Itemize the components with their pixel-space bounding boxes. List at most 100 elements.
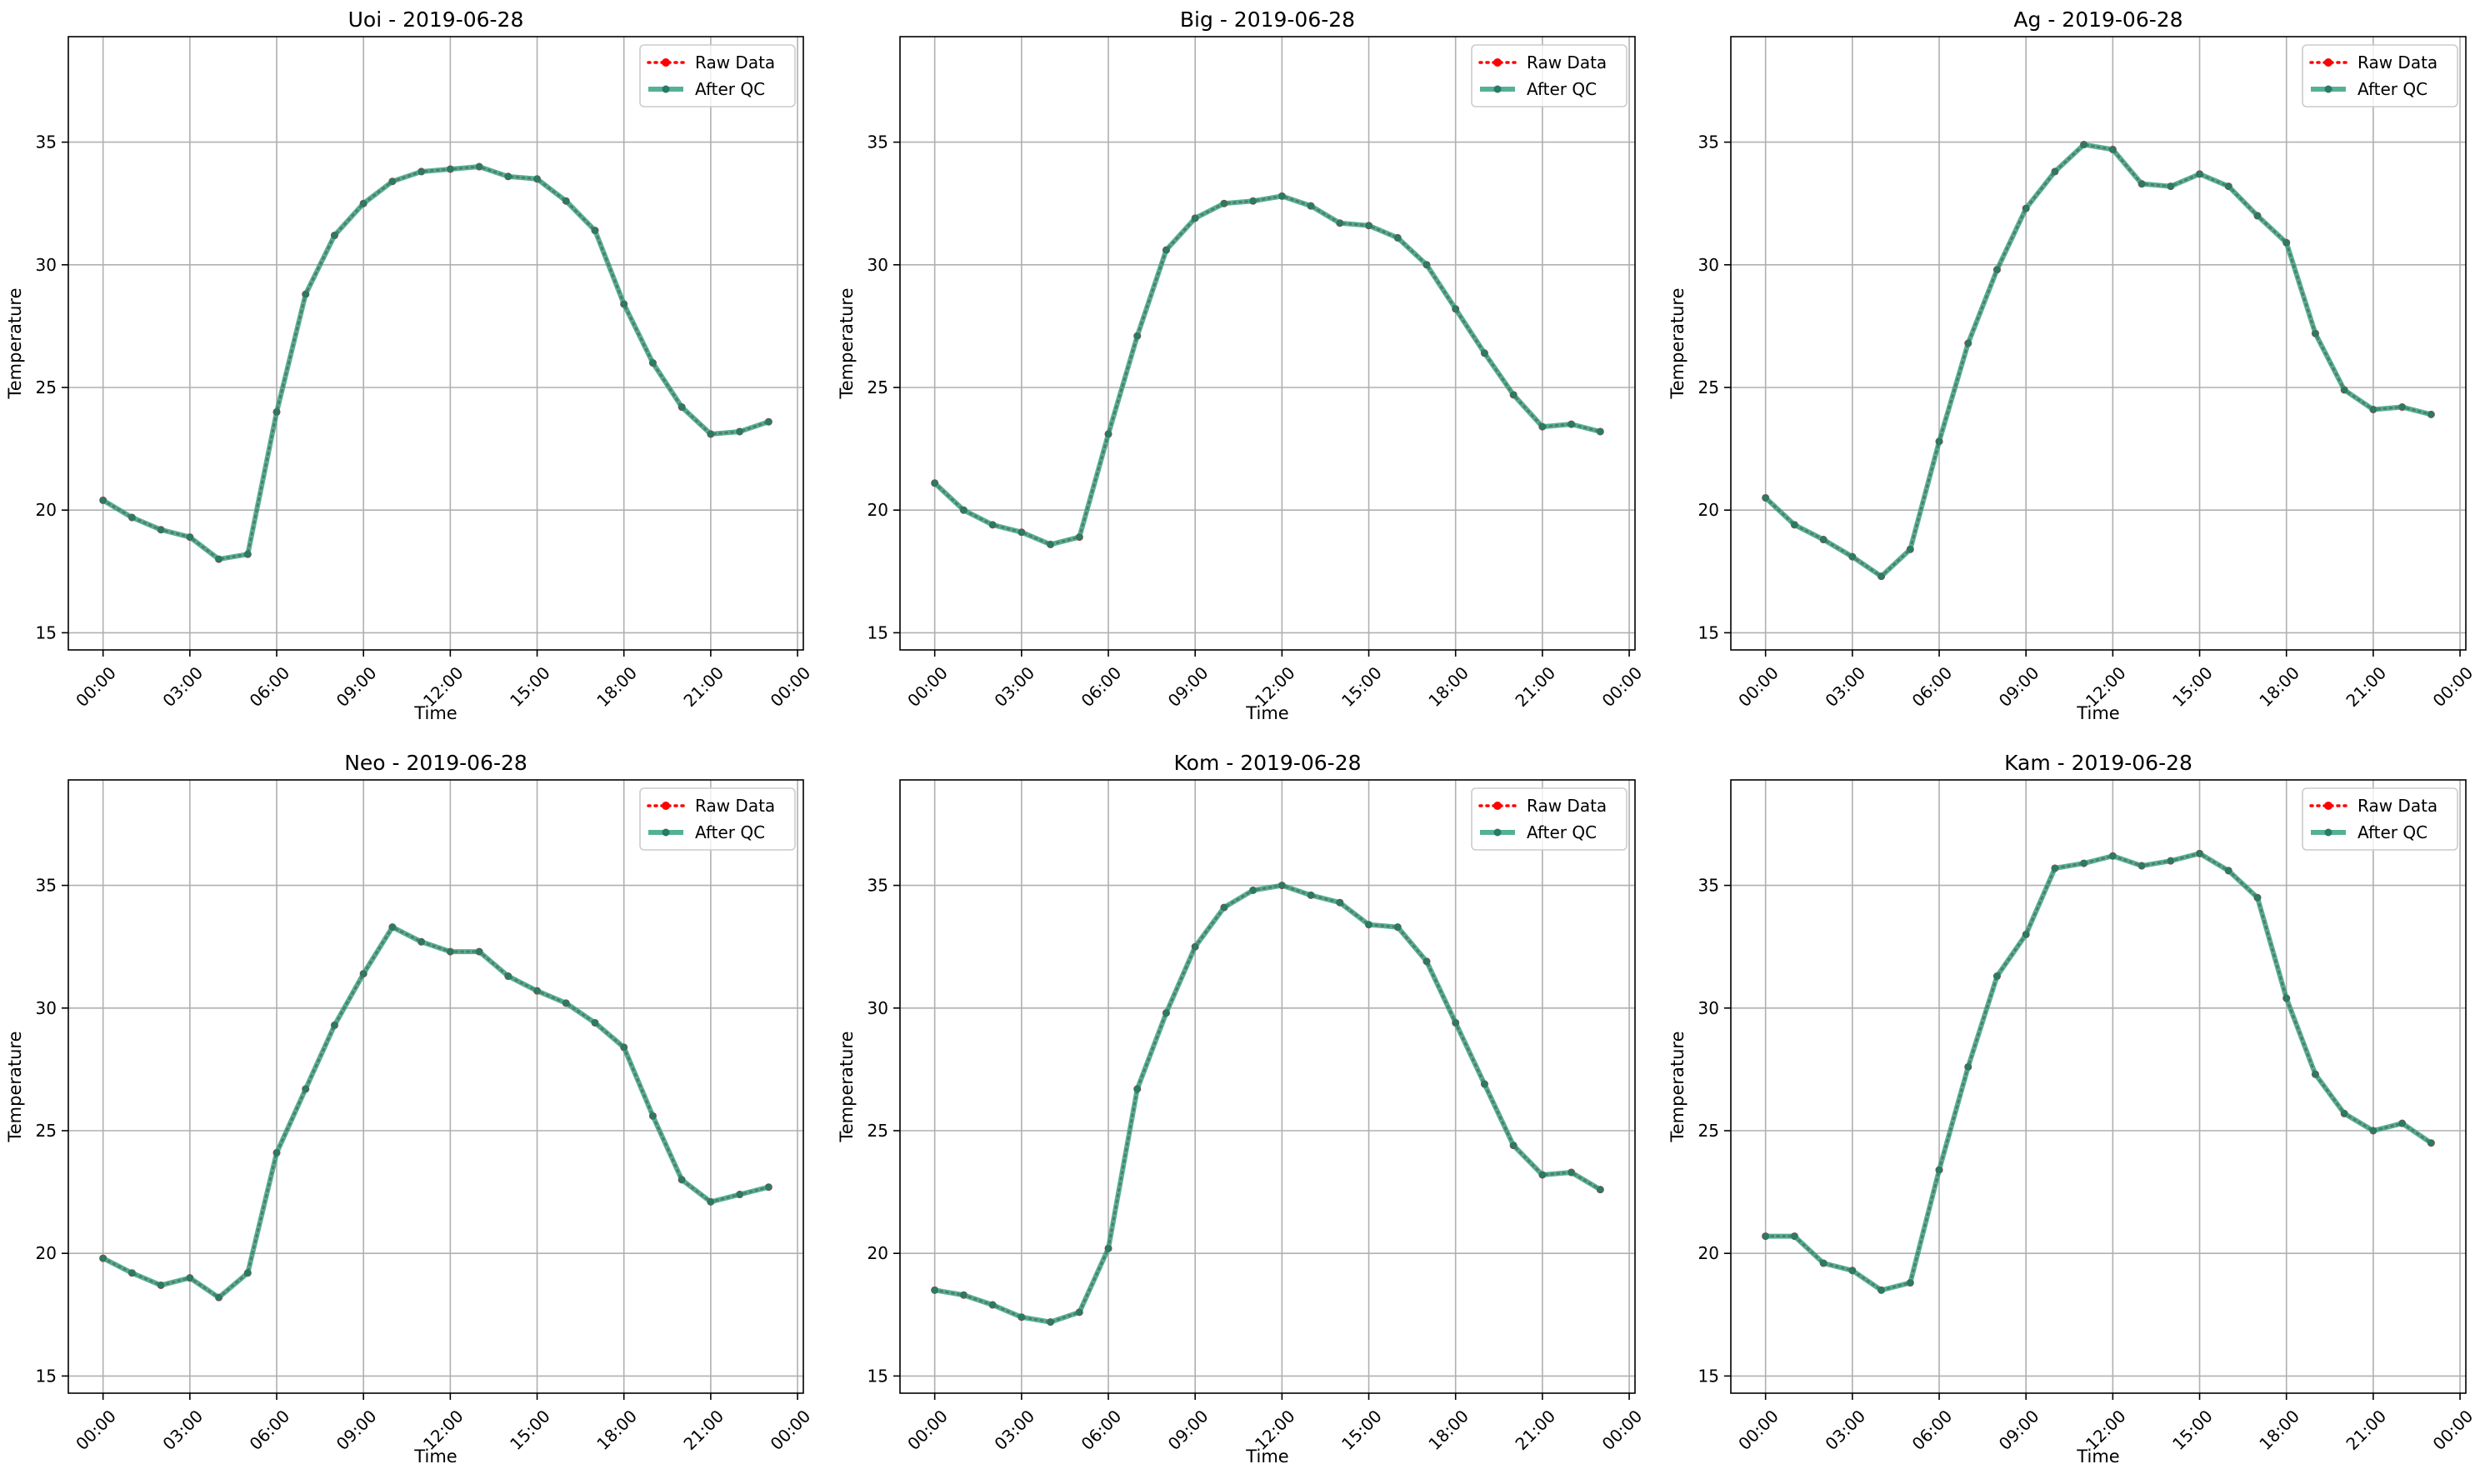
after-qc-point [1162,1009,1170,1017]
x-tick-label: 00:00 [903,662,952,711]
after-qc-point [2340,386,2348,394]
x-tick-label: 00:00 [767,1406,815,1454]
after-qc-point [1076,533,1083,541]
x-tick-label: 03:00 [158,662,207,711]
legend-qc-marker [1493,85,1502,93]
after-qc-point [562,197,570,205]
legend: Raw Data After QC [639,787,796,851]
after-qc-point [128,513,136,522]
series-after-qc [99,923,772,1302]
y-tick-label: 25 [36,377,57,397]
x-tick-label: 18:00 [2255,662,2303,711]
after-qc-point [1597,427,1604,436]
after-qc-point [418,167,425,176]
y-tick-label: 30 [36,255,57,275]
after-qc-point [1018,528,1026,536]
x-axis-label: Time [1245,703,1288,723]
x-tick-label: 00:00 [2429,662,2478,711]
series-raw-data [931,882,1604,1327]
raw-data-line [933,194,1602,546]
raw-data-line [102,925,770,1300]
after-qc-point [678,1176,686,1184]
y-tick-label: 30 [1698,998,1719,1018]
series-raw-data [931,192,1604,548]
grid [1731,780,2466,1393]
after-qc-point [960,1292,968,1299]
y-tick-label: 25 [36,1121,57,1141]
after-qc-point [1568,1168,1575,1177]
x-tick-label: 15:00 [1338,662,1386,711]
after-qc-point [620,1043,628,1052]
after-qc-point [2080,859,2088,867]
after-qc-point [2369,406,2378,413]
after-qc-point [302,1085,309,1093]
after-qc-point [1104,430,1112,438]
after-qc-point [244,550,252,558]
y-tick-label: 30 [868,998,888,1018]
after-qc-point [2051,167,2059,176]
after-qc-point [2109,146,2117,153]
raw-data-line [1764,852,2432,1292]
x-axis-label: Time [413,1447,457,1467]
after-qc-point [157,526,165,533]
after-qc-point [620,300,628,308]
after-qc-point [2428,411,2435,418]
series-raw-data [99,923,772,1302]
grid [68,780,803,1393]
y-tick-label: 15 [36,622,57,642]
after-qc-point [128,1269,136,1277]
after-qc-point [1452,1019,1459,1027]
after-qc-point [960,506,968,514]
after-qc-point [1422,957,1431,966]
after-qc-point [2022,931,2030,938]
chart-title: Uoi - 2019-06-28 [348,7,524,32]
series-after-qc [931,882,1604,1326]
after-qc-point [1249,197,1257,205]
x-tick-label: 00:00 [1598,1406,1647,1454]
series-raw-data [1762,141,2435,581]
after-qc-point [1365,222,1372,229]
after-qc-point [988,521,997,529]
legend-qc-label: After QC [2358,822,2428,842]
after-qc-line [1763,142,2432,579]
after-qc-point [447,165,454,173]
after-qc-point [1907,1279,1914,1287]
axes-frame [1730,779,2467,1394]
x-axis-label: Time [2076,703,2119,723]
x-tick-label: 15:00 [2168,662,2217,711]
after-qc-point [447,947,454,956]
y-tick-label: 15 [868,622,888,642]
x-tick-label: 06:00 [246,1406,294,1454]
after-qc-point [1076,1308,1083,1317]
legend-qc-label: After QC [1527,822,1597,842]
after-qc-point [736,1191,743,1198]
x-tick-label: 09:00 [1164,1406,1212,1454]
after-qc-point [1878,1287,1885,1294]
x-tick-label: 09:00 [332,1406,381,1454]
after-qc-point [2196,170,2203,178]
after-qc-point [1935,1166,1943,1174]
y-tick-label: 25 [1698,377,1719,397]
after-qc-point [1509,391,1518,399]
axes-frame [68,36,804,651]
after-qc-point [736,427,743,436]
after-qc-point [1162,246,1170,254]
axes-frame [1730,36,2467,651]
after-qc-point [359,199,368,207]
legend-raw-label: Raw Data [695,796,775,816]
after-qc-point [1538,422,1547,431]
y-tick-label: 25 [868,1121,888,1141]
legend-qc-marker [662,85,670,93]
after-qc-point [2196,850,2203,857]
after-qc-point [1597,1186,1604,1193]
after-qc-point [591,227,599,234]
x-tick-label: 18:00 [2255,1406,2303,1454]
after-qc-point [765,418,772,426]
y-axis-label: Temperature [837,287,857,399]
after-qc-point [1133,1085,1141,1093]
legend-qc-label: After QC [695,79,765,99]
y-tick-label: 35 [1698,876,1719,896]
